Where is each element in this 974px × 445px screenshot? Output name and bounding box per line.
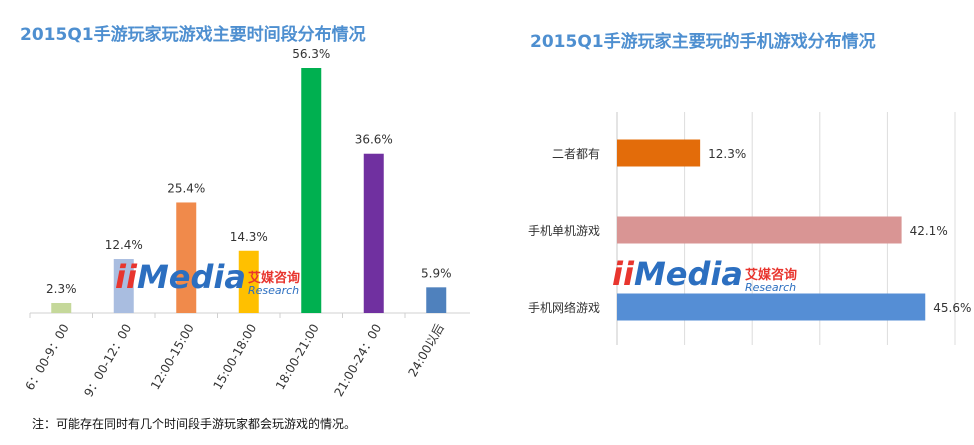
- bar-value-label-1: 12.4%: [105, 238, 143, 252]
- hbar-1: [617, 216, 902, 244]
- bar-6: [426, 287, 447, 313]
- watermark-logo-left: ii Media 艾媒咨询 Research: [115, 258, 300, 296]
- bar-value-label-2: 25.4%: [167, 181, 205, 195]
- y-tick-label-1: 手机单机游戏: [528, 224, 600, 238]
- y-tick-label-0: 二者都有: [552, 147, 600, 161]
- bar-value-label-6: 5.9%: [421, 266, 452, 280]
- footnote: 注：可能存在同时有几个时间段手游玩家都会玩游戏的情况。: [32, 417, 357, 431]
- bar-value-label-5: 36.6%: [355, 133, 393, 147]
- watermark-word: Media: [136, 258, 246, 296]
- x-tick-label-3: 15:00-18:00: [210, 322, 259, 393]
- y-tick-label-2: 手机网络游戏: [528, 300, 600, 315]
- bar-3: [238, 250, 259, 313]
- bar-5: [363, 153, 384, 313]
- watermark-mark: ii: [612, 255, 634, 293]
- hbar-value-label-2: 45.6%: [933, 301, 971, 315]
- bar-2: [176, 202, 197, 313]
- watermark-cn: 艾媒咨询: [744, 268, 797, 283]
- x-tick-label-4: 18:00-21:00: [273, 322, 322, 393]
- hbar-value-label-1: 42.1%: [910, 224, 948, 238]
- bar-value-label-3: 14.3%: [230, 230, 268, 244]
- x-tick-label-5: 21:00-24：00: [331, 322, 384, 400]
- bar-0: [51, 302, 72, 313]
- right-chart-title: 2015Q1手游玩家主要玩的手机游戏分布情况: [530, 32, 876, 52]
- x-tick-label-0: 6：00-9：00: [23, 322, 72, 393]
- watermark-en: Research: [744, 281, 797, 294]
- bar-1: [113, 259, 134, 313]
- bar-4: [301, 68, 322, 313]
- watermark-mark: ii: [115, 258, 137, 296]
- bar-value-label-0: 2.3%: [46, 282, 77, 296]
- watermark-en: Research: [247, 284, 300, 297]
- watermark-word: Media: [633, 255, 743, 293]
- bar-value-label-4: 56.3%: [292, 47, 330, 61]
- hbar-0: [617, 139, 701, 167]
- x-tick-label-1: 9：00-12：00: [81, 322, 134, 400]
- x-tick-label-6: 24:00以后: [405, 322, 446, 380]
- left-chart-title: 2015Q1手游玩家玩游戏主要时间段分布情况: [20, 25, 366, 45]
- watermark-logo-right: ii Media 艾媒咨询 Research: [612, 255, 797, 293]
- hbar-2: [617, 293, 926, 321]
- hbar-value-label-0: 12.3%: [708, 147, 746, 161]
- watermark-cn: 艾媒咨询: [247, 271, 300, 286]
- x-tick-label-2: 12:00-15:00: [148, 322, 197, 393]
